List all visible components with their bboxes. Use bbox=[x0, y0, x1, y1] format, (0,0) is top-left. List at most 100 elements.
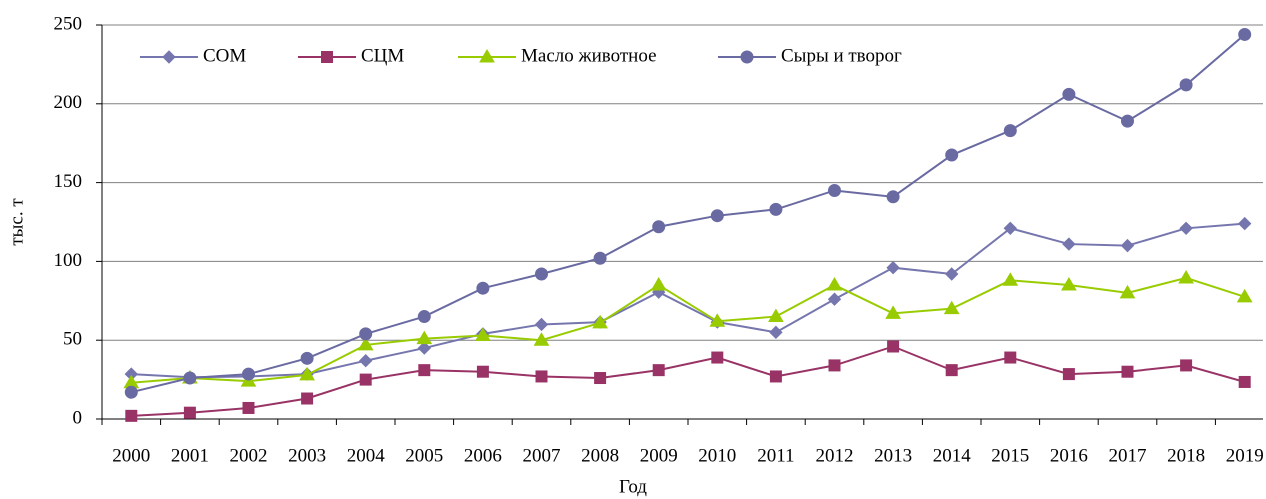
data-point bbox=[357, 336, 374, 351]
data-point bbox=[1121, 114, 1134, 128]
data-point bbox=[476, 365, 489, 378]
legend-label: Масло животное bbox=[521, 45, 657, 66]
legend-marker bbox=[321, 51, 333, 63]
data-point bbox=[124, 385, 138, 399]
y-tick-label: 100 bbox=[54, 250, 83, 271]
x-tick-label: 2004 bbox=[347, 445, 386, 466]
data-point bbox=[594, 372, 607, 385]
data-point bbox=[1178, 269, 1194, 284]
data-point bbox=[887, 340, 900, 353]
data-point bbox=[242, 401, 255, 414]
data-point bbox=[769, 325, 783, 340]
data-point bbox=[417, 310, 431, 324]
data-point bbox=[416, 330, 433, 345]
legend-marker bbox=[479, 49, 495, 63]
data-point bbox=[1238, 375, 1251, 388]
legend-label: СОМ bbox=[203, 45, 246, 66]
y-tick-label: 250 bbox=[54, 13, 83, 34]
data-point bbox=[476, 281, 490, 295]
data-point bbox=[1238, 27, 1252, 41]
data-point bbox=[183, 371, 197, 385]
data-point bbox=[826, 277, 843, 291]
x-tick-label: 2015 bbox=[991, 445, 1029, 466]
data-point bbox=[300, 351, 314, 365]
x-tick-label: 2013 bbox=[874, 445, 912, 466]
data-point bbox=[1003, 221, 1018, 236]
data-point bbox=[944, 267, 959, 281]
data-point bbox=[299, 366, 315, 381]
data-point bbox=[828, 359, 841, 372]
x-tick-label: 2010 bbox=[698, 445, 736, 466]
data-point bbox=[417, 341, 432, 355]
data-point bbox=[711, 351, 724, 364]
data-point bbox=[358, 353, 373, 368]
x-tick-label: 2008 bbox=[581, 445, 619, 466]
data-point bbox=[1062, 368, 1075, 381]
data-point bbox=[709, 313, 726, 327]
data-point bbox=[1002, 272, 1019, 286]
legend-marker bbox=[740, 50, 754, 64]
data-point bbox=[769, 202, 783, 216]
data-point bbox=[359, 373, 372, 386]
data-point bbox=[1179, 221, 1193, 236]
legend-marker bbox=[162, 50, 176, 64]
x-tick-label: 2001 bbox=[171, 445, 209, 466]
data-point bbox=[1061, 277, 1077, 291]
data-point bbox=[359, 327, 373, 341]
data-point bbox=[886, 260, 900, 275]
data-point bbox=[418, 364, 431, 377]
data-point bbox=[593, 251, 607, 265]
data-point bbox=[535, 267, 548, 281]
data-point bbox=[535, 370, 548, 383]
data-point bbox=[885, 305, 901, 319]
data-point bbox=[1121, 365, 1134, 378]
x-tick-label: 2002 bbox=[230, 445, 268, 466]
data-point bbox=[827, 292, 842, 306]
data-point bbox=[945, 364, 958, 377]
x-tick-label: 2019 bbox=[1226, 445, 1264, 466]
data-point bbox=[1119, 284, 1136, 299]
data-point bbox=[1003, 124, 1017, 138]
data-point bbox=[1062, 237, 1076, 251]
data-point bbox=[652, 364, 665, 377]
data-point bbox=[242, 367, 255, 381]
x-tick-label: 2016 bbox=[1050, 445, 1088, 466]
data-point bbox=[768, 308, 784, 323]
data-point bbox=[650, 277, 667, 291]
data-point bbox=[125, 409, 138, 422]
x-tick-label: 2014 bbox=[933, 445, 972, 466]
legend-label: СЦМ bbox=[361, 45, 404, 66]
data-point bbox=[1237, 216, 1252, 231]
x-axis-label: Год bbox=[619, 476, 647, 497]
data-point bbox=[945, 148, 959, 162]
data-point bbox=[828, 183, 841, 197]
x-tick-label: 2012 bbox=[816, 445, 854, 466]
data-point bbox=[534, 317, 549, 332]
x-tick-label: 2000 bbox=[112, 445, 150, 466]
data-point bbox=[1062, 87, 1076, 101]
data-point bbox=[1004, 351, 1017, 364]
series-line bbox=[131, 222, 1245, 379]
data-point bbox=[943, 300, 960, 315]
data-point bbox=[301, 392, 314, 405]
x-tick-label: 2005 bbox=[405, 445, 443, 466]
data-point bbox=[769, 370, 782, 383]
data-point bbox=[652, 220, 666, 234]
y-axis-label: тыс. т bbox=[6, 198, 27, 246]
data-point bbox=[475, 327, 491, 341]
data-point bbox=[183, 406, 196, 419]
series-line bbox=[131, 345, 1245, 417]
data-point bbox=[1236, 288, 1253, 303]
x-tick-label: 2018 bbox=[1167, 445, 1205, 466]
data-point bbox=[533, 332, 550, 346]
x-tick-label: 2009 bbox=[640, 445, 678, 466]
data-point bbox=[1180, 359, 1193, 372]
data-point bbox=[710, 209, 724, 223]
y-tick-label: 200 bbox=[54, 92, 83, 113]
x-tick-label: 2007 bbox=[523, 445, 561, 466]
data-point bbox=[1120, 238, 1135, 253]
y-tick-label: 0 bbox=[73, 407, 83, 428]
series-line bbox=[131, 276, 1246, 384]
y-tick-label: 150 bbox=[54, 171, 83, 192]
